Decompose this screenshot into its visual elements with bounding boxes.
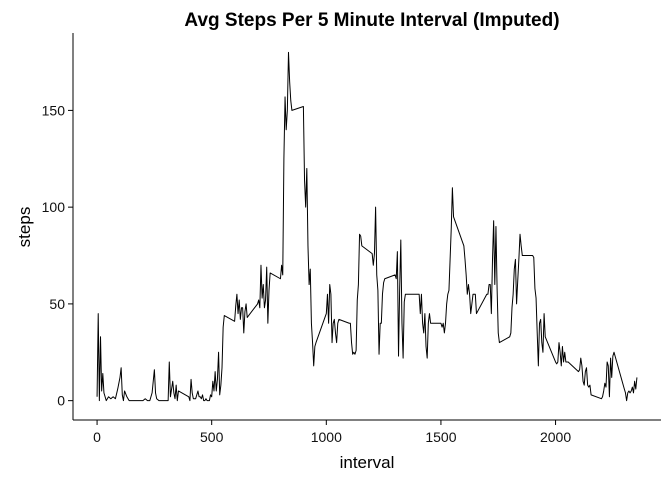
x-tick-label: 0 — [93, 429, 101, 445]
x-tick-label: 1000 — [311, 429, 342, 445]
chart-title: Avg Steps Per 5 Minute Interval (Imputed… — [184, 10, 559, 31]
x-tick-label: 2000 — [540, 429, 571, 445]
x-tick-label: 1500 — [425, 429, 456, 445]
x-axis-label: interval — [340, 453, 395, 472]
y-axis-label: steps — [15, 207, 34, 248]
steps-series-line — [96, 51, 638, 402]
y-tick-label: 100 — [42, 199, 66, 215]
y-tick-label: 150 — [42, 102, 66, 118]
y-axis-ticks: 0 50 100 150 — [42, 102, 73, 409]
y-tick-label: 0 — [57, 393, 65, 409]
y-tick-label: 50 — [49, 296, 65, 312]
x-tick-label: 500 — [200, 429, 224, 445]
plot-area: 0 500 1000 1500 2000 0 50 100 150 — [42, 33, 661, 445]
x-axis-ticks: 0 500 1000 1500 2000 — [93, 420, 571, 445]
